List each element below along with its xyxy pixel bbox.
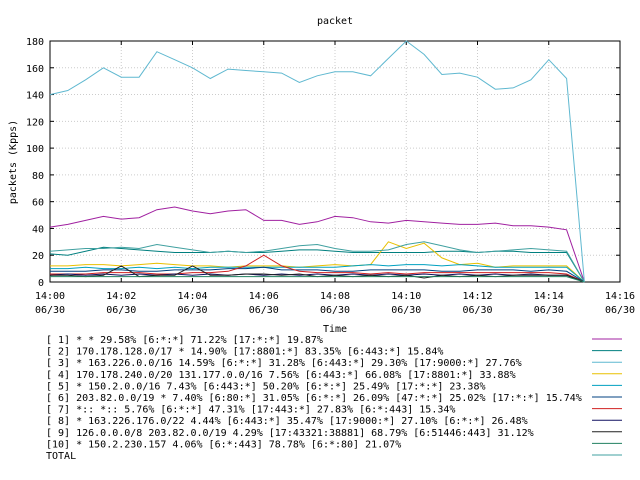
series-line-10	[50, 276, 585, 283]
legend-entry: [ 3] * 163.226.0.0/16 14.59% [6:*:*] 31.…	[46, 358, 522, 369]
x-tick-label: 14:14	[534, 291, 564, 302]
y-tick-labels: 0 20 40 60 80 100 120 140 160 180	[26, 37, 44, 289]
series-line-11	[49, 241, 585, 283]
x-tick-label: 14:16	[605, 291, 635, 302]
x-tick-date: 06/30	[534, 305, 564, 316]
legend-entry: [10] * 150.2.230.157 4.06% [6:*:443] 78.…	[46, 439, 401, 450]
x-tick-date: 06/30	[249, 305, 279, 316]
legend-entry: [ 6] 203.82.0.0/19 * 7.40% [6:80:*] 31.0…	[46, 393, 582, 404]
x-tick-date: 06/30	[35, 305, 65, 316]
plot-frame	[49, 40, 621, 283]
series-line-8	[49, 273, 585, 283]
x-tick-date: 06/30	[106, 305, 136, 316]
x-tick-date: 06/30	[177, 305, 207, 316]
legend: [ 1] * * 29.58% [6:*:*] 71.22% [17:*:*] …	[46, 335, 622, 462]
y-tick-label: 120	[26, 117, 44, 128]
legend-entry: [ 1] * * 29.58% [6:*:*] 71.22% [17:*:*] …	[46, 335, 323, 346]
chart-title: packet	[317, 16, 353, 27]
grid-lines	[49, 40, 621, 283]
legend-entry: [ 7] *:: *:: 5.76% [6:*:*] 47.31% [17:44…	[46, 405, 455, 416]
series-line-7	[50, 254, 585, 283]
series-lines	[49, 40, 585, 283]
y-tick-label: 40	[32, 224, 44, 235]
x-tick-label: 14:02	[106, 291, 136, 302]
x-tick-label: 14:10	[391, 291, 421, 302]
x-tick-date: 06/30	[320, 305, 350, 316]
y-tick-label: 100	[26, 144, 44, 155]
y-tick-label: 180	[26, 37, 44, 48]
legend-entry: [ 8] * 163.226.176.0/22 4.44% [6:443:*] …	[46, 416, 528, 427]
series-line-1	[49, 206, 585, 283]
y-tick-label: 0	[38, 278, 44, 289]
legend-entry: [ 2] 170.178.128.0/17 * 14.90% [17:8801:…	[46, 347, 443, 358]
y-tick-label: 20	[32, 251, 44, 262]
x-tick-date: 06/30	[391, 305, 421, 316]
legend-entry: [ 5] * 150.2.0.0/16 7.43% [6:443:*] 50.2…	[46, 381, 486, 392]
series-line-3	[49, 40, 585, 283]
series-line-6	[50, 266, 585, 283]
x-tick-label: 14:04	[177, 291, 207, 302]
y-tick-label: 60	[32, 198, 44, 209]
y-axis-label: packets (Kpps)	[8, 120, 19, 204]
x-tick-label: 14:06	[249, 291, 279, 302]
x-tick-label: 14:12	[462, 291, 492, 302]
x-tick-date: 06/30	[462, 305, 492, 316]
series-line-5	[50, 264, 585, 283]
y-tick-label: 160	[26, 64, 44, 75]
legend-entry: [ 9] 126.0.0.0/8 203.82.0.0/19 4.29% [17…	[46, 428, 534, 439]
y-tick-label: 140	[26, 91, 44, 102]
legend-entry: [ 4] 170.178.240.0/20 131.177.0.0/16 7.5…	[46, 370, 516, 381]
x-tick-label: 14:00	[35, 291, 65, 302]
x-tick-date: 06/30	[605, 305, 635, 316]
y-tick-label: 80	[32, 171, 44, 182]
x-tick-labels: 14:00 06/30 14:02 06/30 14:04 06/30 14:06 06/30…	[35, 291, 635, 316]
legend-entry: TOTAL	[46, 451, 76, 462]
x-tick-label: 14:08	[320, 291, 350, 302]
x-axis-label: Time	[323, 324, 347, 335]
